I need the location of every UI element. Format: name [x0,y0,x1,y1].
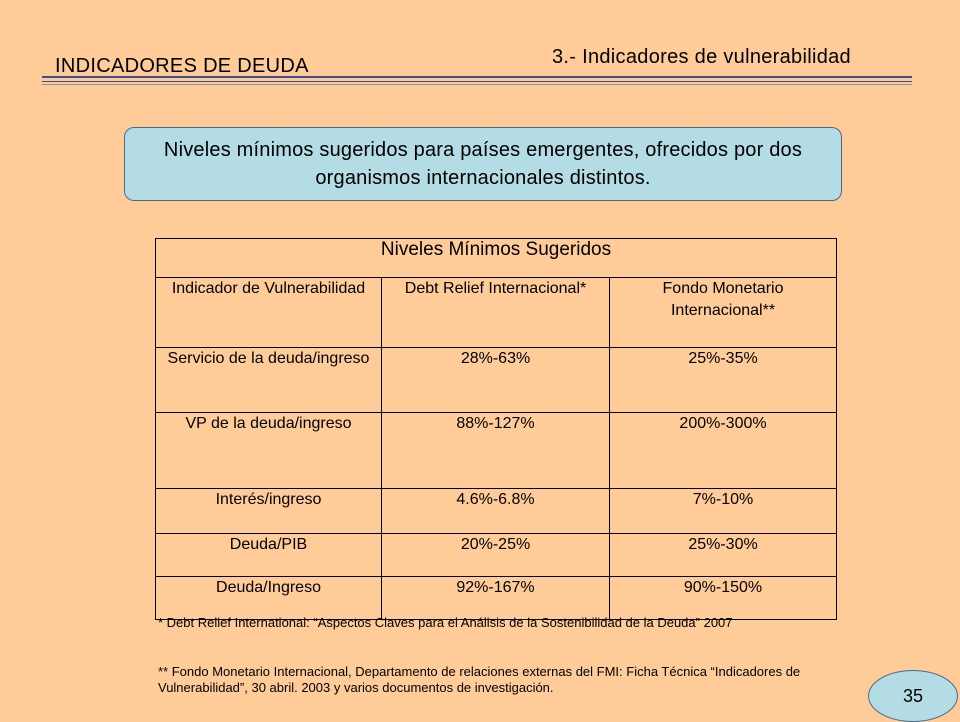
page-number: 35 [902,685,924,706]
header-rule [42,81,912,82]
footnote-1: * Debt Relief International: “Aspectos C… [158,615,733,630]
table-title-row: Niveles Mínimos Sugeridos [154,238,838,278]
table-cell: 7%-10% [608,488,838,534]
section-title: INDICADORES DE DEUDA [55,55,309,77]
column-header: Fondo Monetario Internacional** [608,277,838,348]
table-cell: 90%-150% [608,576,838,620]
table-cell: 28%-63% [381,347,610,413]
table-title: Niveles Mínimos Sugeridos [154,238,838,278]
table-cell: Deuda/Ingreso [155,576,382,620]
column-header: Debt Relief Internacional* [381,277,610,348]
footnote-2: ** Fondo Monetario Internacional, Depart… [158,664,801,695]
page-number-badge: 35 [868,670,958,722]
callout-text: Niveles mínimos sugeridos para países em… [163,139,803,189]
table-cell: 200%-300% [608,412,838,489]
table-cell: Interés/ingreso [155,488,382,534]
subsection-title: 3.- Indicadores de vulnerabilidad [552,46,851,68]
header-rule [42,84,912,85]
table-row: Deuda/Ingreso 92%-167% 90%-150% [155,576,838,620]
table-cell: Deuda/PIB [155,533,382,577]
header-rule [42,76,912,78]
table-cell: 4.6%-6.8% [381,488,610,534]
table-row: Deuda/PIB 20%-25% 25%-30% [155,533,838,577]
table-cell: 92%-167% [381,576,610,620]
table-cell: 20%-25% [381,533,610,577]
table-cell: 25%-35% [608,347,838,413]
table-cell: VP de la deuda/ingreso [155,412,382,489]
table-row: VP de la deuda/ingreso 88%-127% 200%-300… [155,412,838,489]
callout-box: Niveles mínimos sugeridos para países em… [124,127,842,201]
table-cell: 25%-30% [608,533,838,577]
table-row: Interés/ingreso 4.6%-6.8% 7%-10% [155,488,838,534]
table-row: Servicio de la deuda/ingreso 28%-63% 25%… [155,347,838,413]
indicators-table: Niveles Mínimos Sugeridos Indicador de V… [154,238,838,620]
table-cell: 88%-127% [381,412,610,489]
column-header: Indicador de Vulnerabilidad [155,277,382,348]
table-cell: Servicio de la deuda/ingreso [155,347,382,413]
table-header-row: Indicador de Vulnerabilidad Debt Relief … [155,277,838,348]
